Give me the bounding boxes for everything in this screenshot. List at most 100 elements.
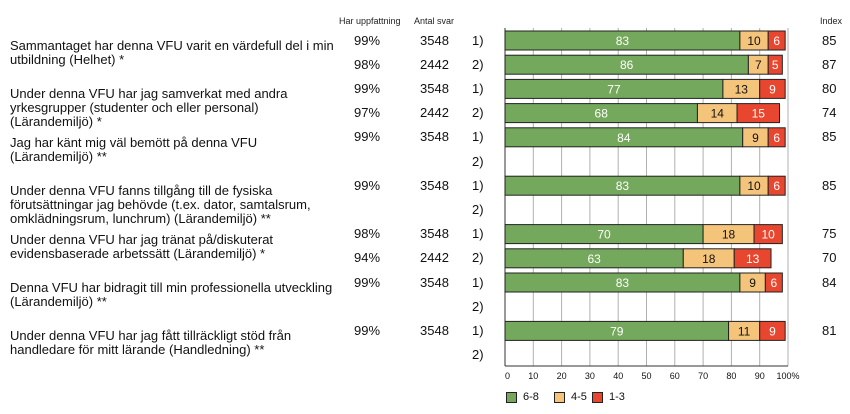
row-marker: 1) (472, 32, 484, 48)
index-value: 70 (822, 250, 837, 266)
row-marker: 2) (472, 347, 484, 363)
opinion-value: 99% (354, 177, 381, 193)
count-value: 3548 (420, 177, 449, 193)
count-value: 3548 (420, 80, 449, 96)
x-tick-label: 30 (585, 371, 595, 381)
count-value: 2442 (420, 56, 449, 72)
data-label: 79 (610, 324, 624, 338)
opinion-value: 98% (354, 56, 381, 72)
opinion-value: 94% (354, 250, 381, 266)
legend-swatch (554, 391, 565, 403)
x-tick-label: 40 (613, 371, 623, 381)
count-value: 3548 (420, 226, 449, 242)
bar-segment (767, 127, 786, 148)
bar-segment (767, 175, 786, 196)
data-label: 11 (738, 324, 751, 338)
data-label: 18 (722, 228, 736, 242)
count-value: 2442 (420, 105, 449, 121)
legend-label: 1-3 (609, 391, 625, 403)
index-value: 80 (822, 80, 837, 96)
row-marker: 2) (472, 153, 484, 169)
index-value: 87 (822, 56, 837, 72)
row-marker: 1) (472, 226, 484, 242)
index-value: 75 (822, 226, 837, 242)
question-text: Under denna VFU har jag tränat på/diskut… (10, 231, 274, 261)
x-tick-label: 100% (776, 371, 799, 381)
opinion-value: 97% (354, 105, 381, 121)
data-label: 5 (772, 58, 779, 72)
legend-swatch (506, 391, 517, 403)
data-label: 6 (773, 131, 780, 145)
data-label: 6 (773, 179, 780, 193)
data-label: 10 (747, 34, 761, 48)
bar-segment (764, 272, 783, 293)
data-label: 63 (587, 252, 601, 266)
opinion-value: 99% (354, 129, 381, 145)
row-marker: 1) (472, 129, 484, 145)
question-text: Under denna VFU har jag samverkat med an… (10, 86, 288, 130)
question-text: Under denna VFU har jag fått tillräcklig… (10, 328, 292, 358)
index-value: 85 (822, 32, 837, 48)
opinion-value: 99% (354, 80, 381, 96)
x-tick-label: 0 (505, 371, 510, 381)
x-tick-label: 70 (698, 371, 708, 381)
row-marker: 2) (472, 250, 484, 266)
legend-item: 4-5 (554, 391, 587, 403)
data-label: 6 (771, 276, 778, 290)
legend-label: 4-5 (571, 391, 587, 403)
count-value: 3548 (420, 274, 449, 290)
x-tick-label: 50 (641, 371, 651, 381)
legend-swatch (592, 391, 603, 403)
data-label: 9 (752, 131, 759, 145)
legend-label: 6-8 (523, 391, 539, 403)
data-label: 83 (616, 179, 630, 193)
question-text: Under denna VFU fanns tillgång till de f… (10, 183, 311, 227)
data-label: 83 (616, 34, 630, 48)
bar-segment (753, 224, 783, 245)
index-value: 85 (822, 129, 837, 145)
opinion-value: 99% (354, 274, 381, 290)
opinion-value: 98% (354, 226, 381, 242)
row-marker: 2) (472, 105, 484, 121)
row-marker: 1) (472, 177, 484, 193)
data-label: 15 (752, 107, 766, 121)
x-tick-label: 80 (726, 371, 736, 381)
data-label: 10 (747, 179, 761, 193)
bar-segment (733, 248, 772, 269)
count-value: 2442 (420, 250, 449, 266)
data-label: 10 (762, 228, 776, 242)
data-label: 70 (597, 228, 611, 242)
data-label: 86 (620, 58, 634, 72)
x-tick-label: 60 (670, 371, 680, 381)
question-text: Sammantaget har denna VFU varit en värde… (10, 38, 334, 67)
legend-item: 6-8 (506, 391, 539, 403)
count-value: 3548 (420, 32, 449, 48)
data-label: 9 (769, 82, 776, 96)
data-label: 14 (711, 107, 725, 121)
data-label: 77 (607, 82, 621, 96)
index-value: 81 (822, 322, 837, 338)
data-label: 84 (617, 131, 631, 145)
data-label: 7 (755, 58, 762, 72)
row-marker: 1) (472, 322, 484, 338)
count-value: 3548 (420, 322, 449, 338)
bar-segment (767, 54, 783, 75)
x-tick-label: 10 (528, 371, 538, 381)
legend-item: 1-3 (592, 391, 625, 403)
row-marker: 2) (472, 201, 484, 217)
row-marker: 2) (472, 298, 484, 314)
row-marker: 1) (472, 274, 484, 290)
opinion-value: 99% (354, 32, 381, 48)
index-value: 74 (822, 105, 837, 121)
data-label: 13 (735, 82, 749, 96)
x-tick-label: 90 (755, 371, 765, 381)
bar-segment (759, 78, 786, 99)
header-index: Index (820, 16, 843, 26)
data-label: 6 (773, 34, 780, 48)
count-value: 3548 (420, 129, 449, 145)
header-opinion: Har uppfattning (339, 16, 401, 26)
data-label: 18 (702, 252, 716, 266)
data-label: 9 (769, 324, 776, 338)
